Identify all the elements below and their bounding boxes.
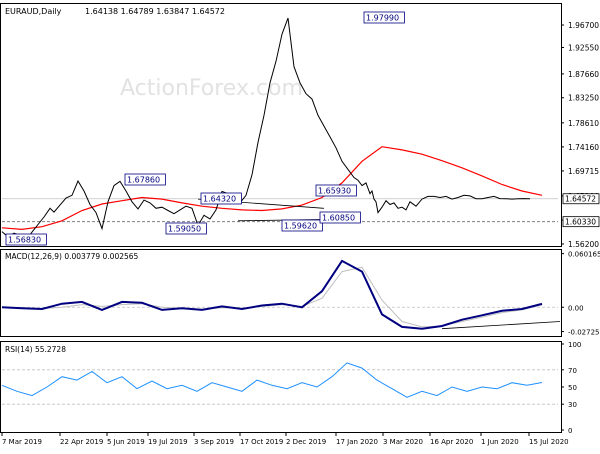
x-tick-label: 3 Sep 2019: [194, 438, 234, 446]
macd-y-tick-label: 0.060165: [568, 251, 600, 259]
rsi-y-tick-label: 30: [568, 401, 577, 409]
rsi-line: [1, 362, 543, 398]
rsi-y-tick-label: 50: [568, 384, 577, 392]
macd-plot-area: MACD(12,26,9) 0.003779 0.002565 0.060165 0…: [1, 251, 600, 337]
x-tick-label: 7 Mar 2019: [2, 438, 42, 446]
price-annotation-label: 1.59620: [284, 222, 317, 231]
rsi-plot-area: RSI(14) 55.2728 100 70 50 30 0: [1, 341, 581, 435]
x-axis: 7 Mar 2019 22 Apr 2019 5 Jun 2019 19 Jul 20…: [1, 433, 569, 446]
price-y-tick-label: 1.87660: [568, 70, 599, 79]
price-annotation-label: 1.64320: [203, 195, 236, 204]
x-tick-label: 3 Mar 2020: [383, 438, 423, 446]
price-annotation-box: [200, 192, 242, 205]
price-annotation-box: [5, 233, 47, 246]
price-header-instrument: EURAUD,Daily: [5, 7, 62, 16]
rsi-title: RSI(14) 55.2728: [5, 345, 66, 354]
price-y-tick-label: 1.78610: [568, 119, 599, 128]
macd-y-tick-label: 0.00: [568, 304, 584, 312]
macd-trendline: [441, 321, 561, 330]
x-tick-label: 19 Jul 2019: [148, 438, 188, 446]
x-tick-label: 15 Jul 2020: [529, 438, 569, 446]
price-y-tick-label: 1.96700: [568, 21, 599, 30]
price-annotation-label: 1.67860: [127, 176, 160, 185]
x-tick-label: 17 Oct 2019: [240, 438, 283, 446]
x-tick-label: 22 Apr 2019: [60, 438, 103, 446]
price-y-tick-label: 1.92550: [568, 43, 599, 52]
rsi-y-tick-label: 100: [568, 341, 581, 349]
price-annotation-box: [319, 211, 361, 224]
price-header-ohlc: 1.64138 1.64789 1.63847 1.64572: [85, 7, 225, 16]
current-price-label-box: [562, 193, 600, 205]
price-annotation-label: 1.59050: [168, 225, 201, 234]
x-tick-label: 1 Jun 2020: [481, 438, 519, 446]
x-tick-label: 2 Dec 2019: [286, 438, 326, 446]
rsi-y-tick-label: 70: [568, 367, 577, 375]
support-price-label-box: [562, 216, 600, 228]
current-price-label: 1.64572: [565, 195, 596, 204]
x-tick-label: 5 Jun 2019: [107, 438, 145, 446]
price-line: [1, 17, 531, 242]
price-y-tick-label: 1.56200: [568, 240, 599, 249]
macd-line: [1, 259, 543, 330]
support-price-label: 1.60330: [565, 218, 596, 227]
price-annotation-box: [363, 11, 405, 24]
price-y-tick-label: 1.74160: [568, 143, 599, 152]
price-y-tick-label: 1.69715: [568, 167, 599, 176]
price-annotation-box: [165, 222, 207, 235]
x-tick-label: 16 Apr 2020: [430, 438, 473, 446]
price-annotation-label: 1.97990: [366, 14, 399, 23]
rsi-y-tick-label: 0: [568, 427, 572, 435]
price-annotation-box: [315, 184, 357, 197]
macd-panel-frame: [0, 249, 562, 337]
x-tick-label: 17 Jan 2020: [336, 438, 378, 446]
price-y-tick-label: 1.83250: [568, 94, 599, 103]
price-annotation-label: 1.60850: [322, 214, 355, 223]
price-annotation-box: [124, 173, 166, 186]
price-annotation-label: 1.65930: [318, 187, 351, 196]
price-annotation-label: 1.56830: [8, 236, 41, 245]
watermark: ActionForex.com: [120, 76, 303, 101]
price-annotation-box: [281, 219, 323, 232]
macd-title: MACD(12,26,9) 0.003779 0.002565: [5, 252, 139, 261]
price-plot-area: 1.96700 1.92550 1.87660 1.83250 1.78610 1.741…: [1, 11, 600, 249]
macd-y-tick-label: -0.02725: [568, 329, 599, 337]
price-panel-frame: [0, 3, 562, 247]
